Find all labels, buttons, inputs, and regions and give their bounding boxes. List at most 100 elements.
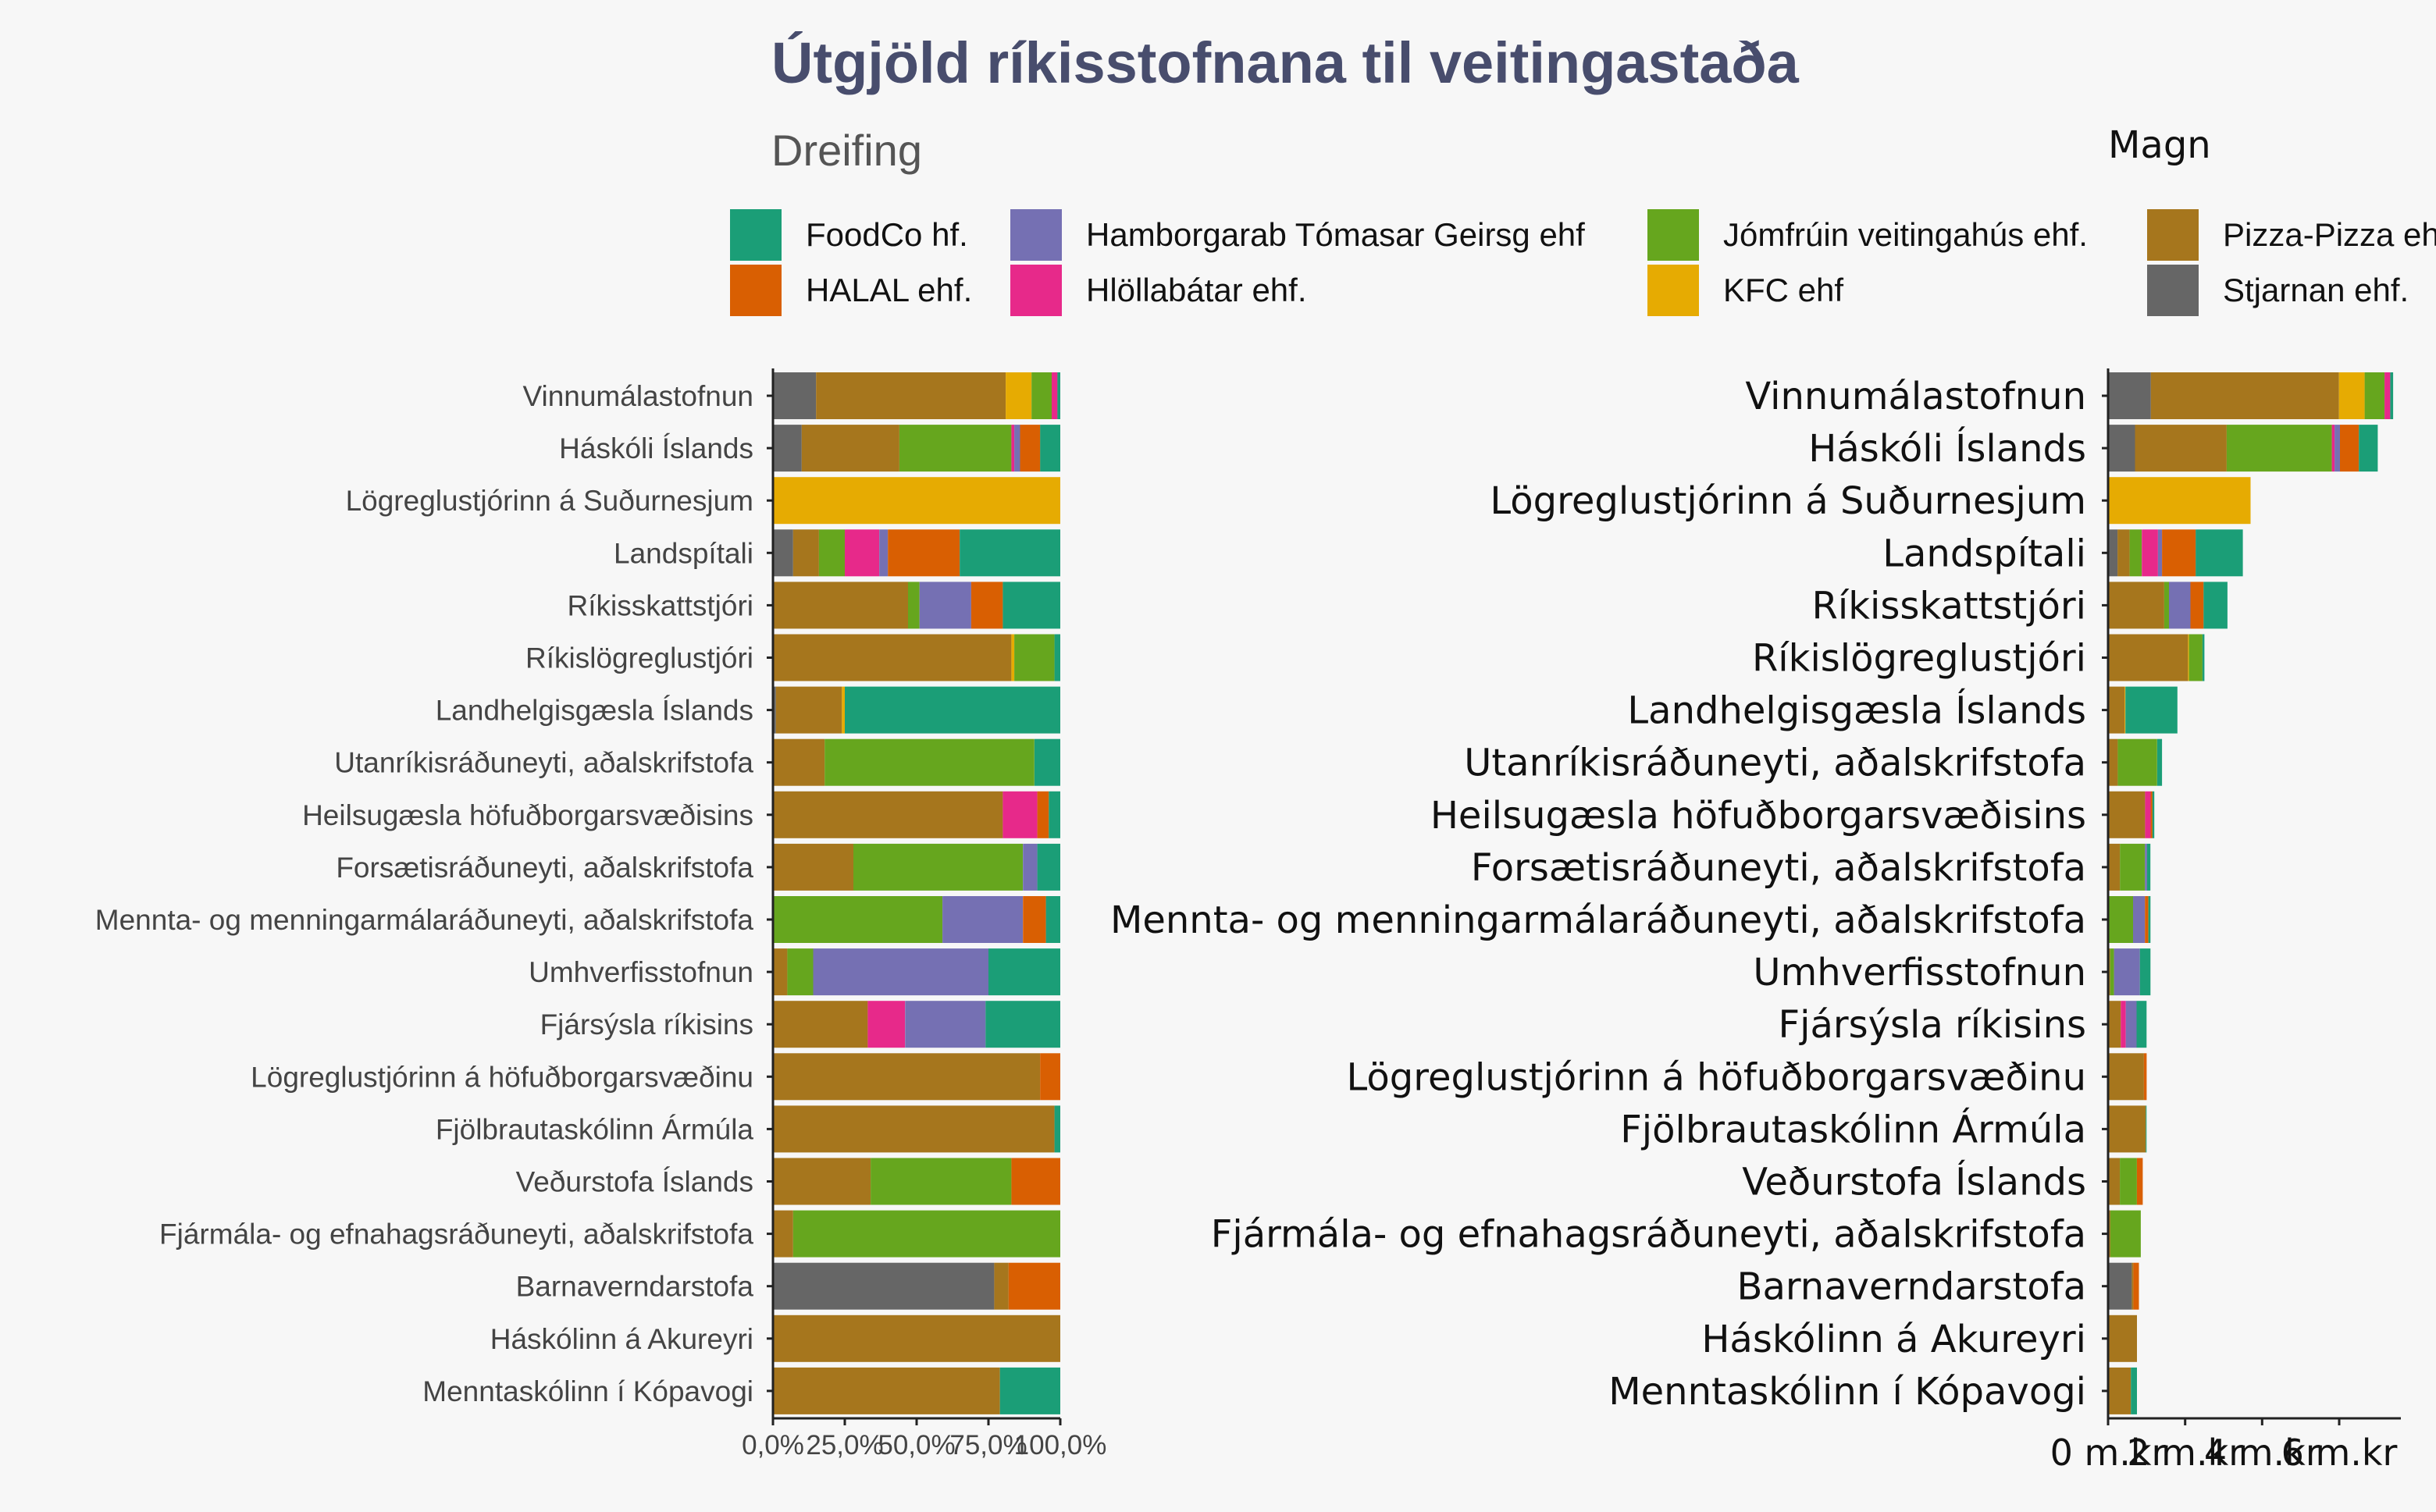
magn-x-tick-label: 4 m.kr bbox=[2204, 1432, 2320, 1474]
bar-segment bbox=[899, 425, 1012, 472]
bar-segment bbox=[1037, 791, 1049, 838]
bar-segment bbox=[845, 686, 1060, 734]
magn-bar-segment bbox=[2169, 582, 2191, 629]
bar-segment bbox=[1011, 425, 1015, 472]
bar-segment bbox=[879, 529, 889, 577]
magn-category-label: Lögreglustjórinn á höfuðborgarsvæðinu bbox=[1347, 1055, 2086, 1099]
legend-swatch bbox=[730, 265, 782, 316]
magn-bar-segment bbox=[2117, 529, 2130, 577]
legend-swatch bbox=[1010, 209, 1062, 261]
category-label: Menntaskólinn í Kópavogi bbox=[422, 1375, 753, 1407]
category-label: Háskóli Íslands bbox=[559, 432, 753, 464]
magn-bar-segment bbox=[2129, 529, 2142, 577]
magn-bar-segment bbox=[2143, 1053, 2147, 1101]
bar-segment bbox=[773, 791, 1003, 838]
magn-bar-segment bbox=[2136, 1158, 2143, 1205]
category-label: Heilsugæsla höfuðborgarsvæðisins bbox=[302, 799, 753, 831]
magn-x-tick-label: 6 m.kr bbox=[2281, 1432, 2398, 1474]
magn-bar-segment bbox=[2108, 896, 2133, 943]
category-label: Barnaverndarstofa bbox=[516, 1271, 754, 1303]
magn-bar-segment bbox=[2108, 686, 2125, 734]
bar-segment bbox=[1040, 1053, 1060, 1101]
x-tick-label: 50,0% bbox=[878, 1430, 955, 1460]
magn-bar-segment bbox=[2121, 1001, 2126, 1048]
magn-bar-segment bbox=[2108, 477, 2251, 525]
magn-bar-segment bbox=[2338, 372, 2365, 419]
magn-bar-segment bbox=[2164, 582, 2169, 629]
magn-bar-segment bbox=[2108, 791, 2146, 838]
category-label: Forsætisráðuneyti, aðalskrifstofa bbox=[336, 852, 753, 884]
magn-bar-segment bbox=[2108, 1315, 2137, 1362]
magn-category-label: Landhelgisgæsla Íslands bbox=[1627, 688, 2086, 733]
bar-segment bbox=[792, 529, 819, 577]
magn-bar-segment bbox=[2162, 529, 2196, 577]
magn-bar-segment bbox=[2132, 1262, 2134, 1310]
magn-bar-segment bbox=[2131, 1367, 2137, 1414]
category-label: Lögreglustjórinn á höfuðborgarsvæðinu bbox=[251, 1061, 753, 1093]
bar-segment bbox=[853, 843, 1024, 891]
chart-subtitle: Dreifing bbox=[771, 126, 922, 175]
legend-label: Stjarnan ehf. bbox=[2223, 272, 2409, 308]
bar-segment bbox=[773, 425, 802, 472]
legend-label: Hamborgarab Tómasar Geirsg ehf bbox=[1086, 216, 1585, 253]
bar-segment bbox=[1057, 372, 1060, 419]
magn-category-label: Heilsugæsla höfuðborgarsvæðisins bbox=[1430, 794, 2086, 838]
magn-bar-segment bbox=[2203, 582, 2228, 629]
magn-category-label: Ríkisskattstjóri bbox=[1812, 584, 2086, 628]
bar-segment bbox=[1052, 372, 1058, 419]
bar-segment bbox=[888, 529, 960, 577]
x-tick-label: 25,0% bbox=[806, 1430, 883, 1460]
magn-bar-segment bbox=[2117, 738, 2157, 786]
bar-segment bbox=[787, 948, 814, 996]
magn-category-label: Háskólinn á Akureyri bbox=[1701, 1318, 2086, 1361]
bar-segment bbox=[816, 372, 1006, 419]
category-label: Mennta- og menningarmálaráðuneyti, aðals… bbox=[95, 904, 754, 936]
magn-bar-segment bbox=[2125, 686, 2178, 734]
magn-bar-segment bbox=[2108, 1001, 2121, 1048]
category-label: Umhverfisstofnun bbox=[529, 956, 753, 988]
legend-label: FoodCo hf. bbox=[806, 216, 968, 253]
category-label: Veðurstofa Íslands bbox=[516, 1166, 753, 1198]
magn-bar-segment bbox=[2120, 1158, 2137, 1205]
bar-segment bbox=[773, 896, 943, 943]
legend-label: Jómfrúin veitingahús ehf. bbox=[1723, 216, 2088, 253]
magn-bar-segment bbox=[2108, 1262, 2132, 1310]
legend-label: KFC ehf bbox=[1723, 272, 1843, 308]
bar-segment bbox=[988, 948, 1060, 996]
bar-segment bbox=[942, 896, 1024, 943]
magn-bar-segment bbox=[2364, 372, 2385, 419]
legend-swatch bbox=[730, 209, 782, 261]
category-label: Fjölbrautaskólinn Ármúla bbox=[436, 1113, 754, 1145]
category-label: Lögreglustjórinn á Suðurnesjum bbox=[346, 485, 753, 517]
legend-swatch bbox=[1647, 209, 1699, 261]
bar-segment bbox=[1020, 425, 1041, 472]
bar-segment bbox=[773, 372, 817, 419]
magn-bar-segment bbox=[2359, 425, 2378, 472]
bar-segment bbox=[919, 582, 971, 629]
magn-bar-segment bbox=[2145, 843, 2147, 891]
bar-segment bbox=[1031, 372, 1052, 419]
magn-category-label: Barnaverndarstofa bbox=[1737, 1265, 2086, 1309]
magn-category-label: Menntaskólinn í Kópavogi bbox=[1608, 1370, 2086, 1414]
magn-bar-segment bbox=[2108, 1367, 2132, 1414]
magn-bar-segment bbox=[2108, 738, 2118, 786]
bar-segment bbox=[1040, 425, 1060, 472]
bar-segment bbox=[773, 1315, 1060, 1362]
magn-bar-segment bbox=[2108, 634, 2188, 681]
magn-bar-segment bbox=[2120, 843, 2146, 891]
bar-segment bbox=[867, 1001, 906, 1048]
magn-bar-segment bbox=[2108, 425, 2135, 472]
bar-segment bbox=[1045, 896, 1060, 943]
magn-bar-segment bbox=[2390, 372, 2394, 419]
magn-bar-segment bbox=[2334, 425, 2340, 472]
magn-bar-segment bbox=[2108, 1158, 2121, 1205]
bar-segment bbox=[1003, 791, 1038, 838]
bar-segment bbox=[773, 1053, 1041, 1101]
bar-segment bbox=[842, 686, 845, 734]
magn-bar-segment bbox=[2108, 582, 2164, 629]
magn-bar-segment bbox=[2188, 634, 2203, 681]
legend-label: Pizza-Pizza ehf bbox=[2223, 216, 2436, 253]
bar-segment bbox=[773, 1105, 1055, 1153]
magn-bar-segment bbox=[2150, 791, 2153, 838]
magn-bar-segment bbox=[2114, 948, 2140, 996]
